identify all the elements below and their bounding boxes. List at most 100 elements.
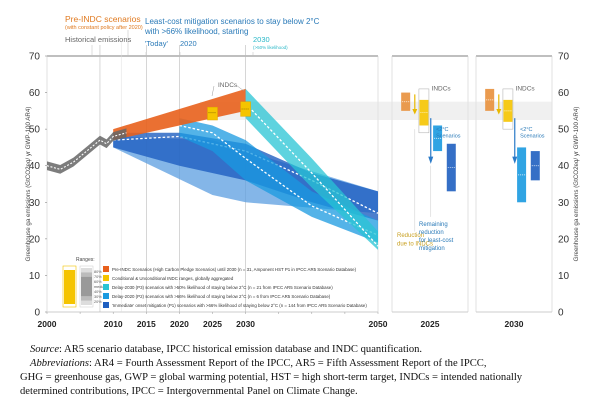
legend-range-label-0: 80%: [94, 270, 102, 274]
y-axis-title-right: Greenhouse ga emissions (GtCO2eq/ yr GWP…: [573, 107, 580, 262]
legend-range-label-3: median: [94, 285, 106, 289]
ytick-left-40: 40: [29, 161, 41, 172]
ytick-right-70: 70: [558, 52, 570, 63]
xtick-2015: 2015: [137, 319, 156, 329]
header-least-cost-1: Least-cost mitigation scenarios to stay …: [145, 17, 320, 26]
panel-2030-below2c-label: <2°C: [520, 127, 532, 133]
header-pre-indc: Pre-INDC scenarios: [65, 14, 141, 24]
reduction-indc-label-1: Reduction: [397, 233, 424, 239]
caption-abbreviations-line3: determined contributions, IPCC = Intergo…: [20, 386, 358, 397]
panel-2030-indc-arrowhead: [496, 109, 502, 115]
panel-2025-bar-immediate: [446, 143, 456, 192]
panel-2030-scenarios-label: Scenarios: [520, 134, 545, 140]
header-today: 'Today': [145, 39, 168, 48]
ytick-left-10: 10: [29, 271, 41, 282]
caption-source: Source: AR5 scenario database, IPCC hist…: [30, 344, 422, 355]
legend-swatch-1: [103, 275, 109, 281]
legend-entry-2: Delay-2030 (P3) scenarios with >50% like…: [112, 285, 333, 290]
header-2020: 2020: [180, 39, 197, 48]
legend-grey-range-2: [81, 276, 92, 297]
xtick-2010: 2010: [104, 319, 123, 329]
legend-entry-4: 'Immediate' onset mitigation (P1) scenar…: [112, 303, 367, 308]
reduction-indc-label-2: due to INDCs: [397, 241, 433, 247]
ytick-left-50: 50: [29, 125, 41, 136]
panel-2030-label: 2030: [505, 319, 524, 329]
indc-reference-band: [200, 101, 552, 120]
ytick-right-40: 40: [558, 161, 570, 172]
ytick-right-60: 60: [558, 88, 570, 99]
panel-2025-bar-delay-2020: [433, 125, 443, 152]
median-line-2: [245, 103, 379, 247]
legend-entry-3: Delay-2020 (P2) scenarios with >66% like…: [112, 294, 331, 299]
band-0: [113, 88, 246, 141]
panel-2030-bar-delay-2020: [517, 147, 527, 203]
panel-2025-indcs-label: INDCs: [432, 86, 452, 93]
main-indcs-leader-1: [211, 85, 215, 97]
xtick-2025: 2025: [203, 319, 222, 329]
source-label: Source: [30, 344, 60, 355]
panel-2030-indcs-label: INDCs: [516, 86, 536, 93]
panel-2025-bar-indc: [419, 99, 429, 126]
panel-2025-indc-arrowhead: [412, 109, 418, 115]
panel-2025-scenarios-label: Scenarios: [436, 134, 461, 140]
source-text: : AR5 scenario database, IPCC historical…: [59, 344, 423, 355]
xtick-2020: 2020: [170, 319, 189, 329]
scenario-bands: [113, 88, 379, 250]
median-line-3: [179, 124, 379, 236]
legend-entry-0: Pre-INDC Scenarios (High Carbon Pledge S…: [112, 267, 357, 272]
ytick-left-70: 70: [29, 52, 41, 63]
indc-bar-2025: [207, 106, 218, 121]
annotations: INDCs: [91, 30, 254, 97]
xtick-2000: 2000: [38, 319, 57, 329]
ytick-left-30: 30: [29, 198, 41, 209]
legend-swatch-2: [103, 284, 109, 290]
legend-range-label-5: 30%: [94, 295, 102, 299]
main-indcs-leader-2: [235, 84, 245, 92]
header-2030-sub: (>50% likelihood): [253, 45, 288, 50]
legend-swatch-3: [103, 293, 109, 299]
legend-ranges-title: Ranges:: [76, 257, 95, 263]
panel-2030-mitigation-arrowhead: [512, 156, 518, 164]
legend-swatch-4: [103, 302, 109, 308]
legend-swatch-0: [103, 266, 109, 272]
xtick-2050: 2050: [369, 319, 388, 329]
xtick-2030: 2030: [236, 319, 255, 329]
ytick-right-20: 20: [558, 234, 570, 245]
band-3: [179, 118, 378, 243]
emissions-chart: INDCs<2°CScenariosINDCs<2°CScenariosRedu…: [25, 30, 580, 330]
panel-2025-label: 2025: [421, 319, 440, 329]
panel-2025-below2c-label: <2°C: [436, 127, 448, 133]
remaining-reduction-label-4: mitigation: [419, 246, 445, 252]
panel-2025-mitigation-arrowhead: [428, 156, 434, 164]
historical-line: [46, 132, 127, 170]
panel-2030-bar-pre-indc: [485, 88, 495, 111]
remaining-reduction-label-1: Remaining: [419, 222, 448, 228]
legend-range-label-2: 60%: [94, 280, 102, 284]
main-indcs-label: INDCs: [218, 82, 238, 89]
legend-range-label-6: 20%: [94, 300, 102, 304]
ytick-right-50: 50: [558, 125, 570, 136]
ytick-right-10: 10: [558, 271, 570, 282]
legend-entry-1: Conditional & Unconditional INDC ranges,…: [112, 276, 234, 281]
historical-series: [46, 128, 127, 174]
remaining-reduction-label-2: reduction: [419, 230, 444, 236]
header-historical: Historical emissions: [65, 35, 132, 44]
panel-2030-bar-immediate: [530, 151, 540, 181]
legend-range-label-1: 70%: [94, 275, 102, 279]
side-panels: INDCs<2°CScenariosINDCs<2°CScenariosRedu…: [397, 86, 545, 252]
historical-band: [47, 128, 127, 174]
header-2030: 2030: [253, 35, 270, 44]
ytick-right-30: 30: [558, 198, 570, 209]
ytick-left-60: 60: [29, 88, 41, 99]
abbreviations-line1: : AR4 = Fourth Assessment Report of the …: [89, 358, 487, 369]
y-axis-title-left: Greenhouse ga emissions (GtCO2eq/ yr GWP…: [25, 107, 32, 262]
panel-2025-bar-pre-indc: [401, 92, 411, 111]
legend-range-label-4: 40%: [94, 290, 102, 294]
panel-2030-bar-indc: [503, 99, 513, 122]
caption-abbreviations-line2: GHG = greenhouse gas, GWP = global warmi…: [20, 372, 523, 383]
grid-lines: [46, 42, 552, 314]
abbreviations-label: Abbreviations: [30, 358, 90, 369]
caption-abbreviations: Abbreviations: AR4 = Fourth Assessment R…: [30, 358, 487, 369]
